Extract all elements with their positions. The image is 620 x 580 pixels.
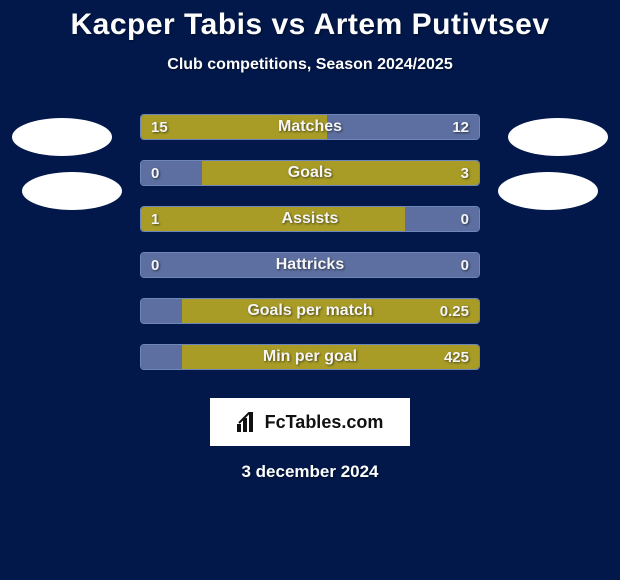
bar-track: Hattricks00 [140, 252, 480, 278]
logo-text: FcTables.com [265, 412, 384, 433]
bar-track: Matches1512 [140, 114, 480, 140]
bar-fill-left [141, 207, 405, 231]
bar-track: Assists10 [140, 206, 480, 232]
stat-row: Hattricks00 [0, 242, 620, 288]
bar-fill-right [327, 115, 479, 139]
bar-track: Min per goal425 [140, 344, 480, 370]
bar-fill-left [141, 161, 202, 185]
fctables-logo: FcTables.com [210, 398, 410, 446]
stat-row: Goals03 [0, 150, 620, 196]
bar-fill-left [141, 253, 310, 277]
bar-chart-icon [237, 412, 259, 432]
bar-track: Goals per match0.25 [140, 298, 480, 324]
bar-fill-left [141, 345, 182, 369]
bar-fill-right [202, 161, 479, 185]
date-label: 3 december 2024 [0, 462, 620, 482]
stat-row: Assists10 [0, 196, 620, 242]
subtitle: Club competitions, Season 2024/2025 [0, 56, 620, 74]
bar-fill-left [141, 115, 327, 139]
stat-row: Goals per match0.25 [0, 288, 620, 334]
stat-row: Min per goal425 [0, 334, 620, 380]
comparison-chart: Matches1512 Goals03 Assists10 Hattricks00 Go… [0, 104, 620, 380]
bar-fill-left [141, 299, 182, 323]
bar-fill-right [182, 345, 479, 369]
bar-fill-right [182, 299, 479, 323]
bar-fill-right [405, 207, 479, 231]
bar-track: Goals03 [140, 160, 480, 186]
stat-row: Matches1512 [0, 104, 620, 150]
bar-fill-right [310, 253, 479, 277]
page-title: Kacper Tabis vs Artem Putivtsev [0, 0, 620, 42]
